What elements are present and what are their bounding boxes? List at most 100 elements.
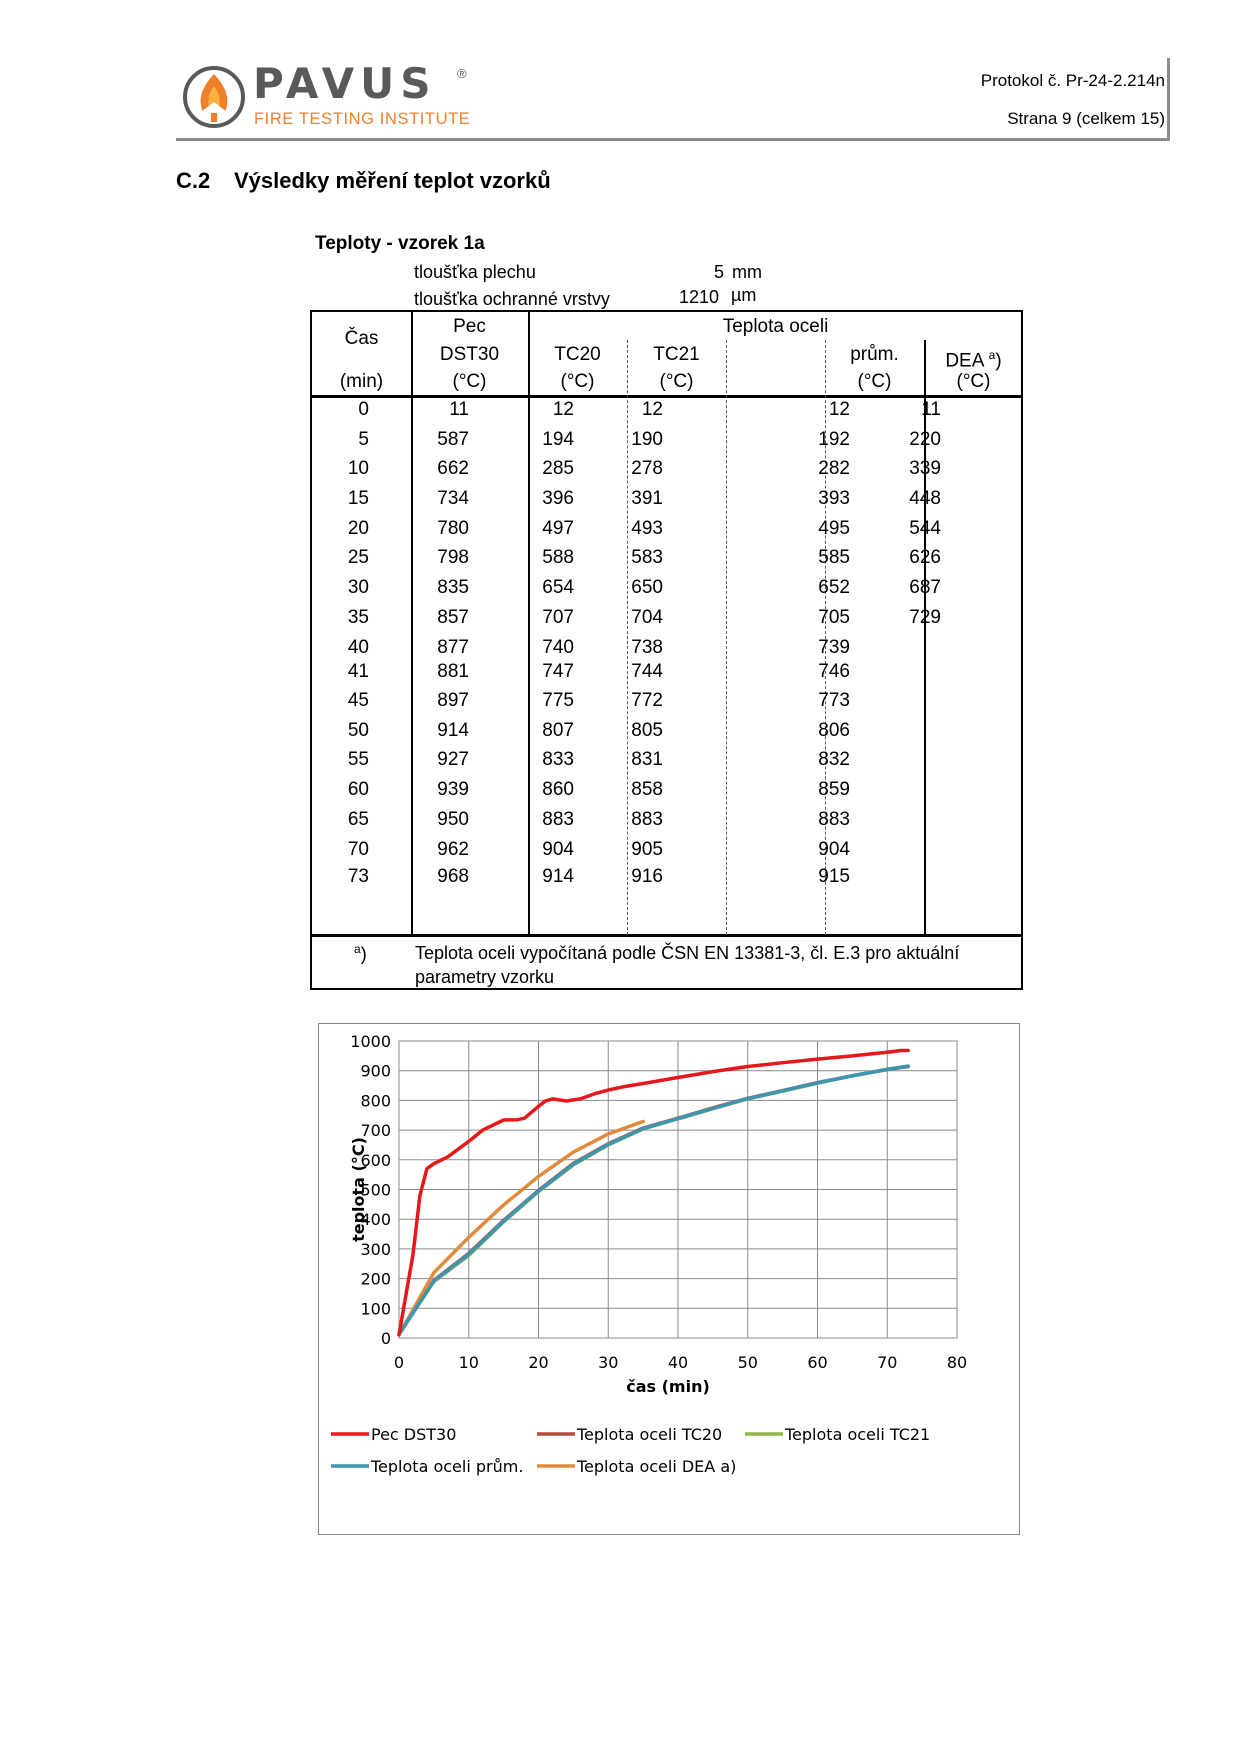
table-cell-dea: 11 [921,399,941,420]
table-cell-tc21: 744 [631,661,663,682]
table-cell-tc20: 807 [542,720,574,741]
table-cell-furnace: 877 [437,637,469,658]
table-cell-furnace: 857 [437,607,469,628]
x-tick-label: 70 [877,1353,897,1372]
table-cell-time: 20 [347,518,369,539]
table-cell-avg: 806 [818,720,850,741]
x-tick-label: 40 [668,1353,688,1372]
header-tc20-unit: (°C) [560,371,595,392]
header-furnace-top: Pec [453,316,486,337]
table-cell-tc20: 707 [542,607,574,628]
col-divider-5 [825,340,826,935]
param-value-thickness: 5 [714,262,725,282]
table-cell-furnace: 897 [437,690,469,711]
table-cell-tc20: 194 [542,429,574,450]
header-dea-label: DEA [945,350,984,372]
table-cell-tc21: 772 [631,690,663,711]
table-cell-avg: 393 [818,488,850,509]
table-cell-tc21: 805 [631,720,663,741]
header-rule [312,395,1021,398]
table-cell-tc21: 905 [631,839,663,860]
table-cell-time: 35 [347,607,369,628]
header-info: Protokol č. Pr-24-2.214n Strana 9 (celke… [981,62,1165,138]
col-divider-6 [924,340,926,935]
header-divider [176,138,1168,141]
y-tick-label: 300 [360,1240,391,1259]
table-cell-tc20: 833 [542,749,574,770]
logo-wordmark: PAVUS [253,59,437,108]
table-cell-avg: 652 [818,577,850,598]
header-dea-unit: (°C) [956,371,991,392]
table-cell-tc20: 883 [542,809,574,830]
table-cell-tc20: 775 [542,690,574,711]
legend-label-1: Teplota oceli TC20 [576,1425,722,1444]
col-divider-3 [627,340,628,935]
x-tick-label: 50 [738,1353,758,1372]
table-cell-tc20: 747 [542,661,574,682]
table-cell-furnace: 587 [437,429,469,450]
table-title: Teploty - vzorek 1a [315,233,485,254]
table-cell-tc20: 904 [542,839,574,860]
temperature-table: Čas (min) Pec DST30 (°C) Teplota oceli T… [310,310,1023,990]
table-cell-time: 50 [347,720,369,741]
legend-label-0: Pec DST30 [371,1425,456,1444]
table-cell-tc21: 12 [641,399,663,420]
protocol-number: Protokol č. Pr-24-2.214n [980,71,1165,90]
header-dea: DEA a) [924,344,1023,372]
table-cell-avg: 705 [818,607,850,628]
table-cell-tc21: 831 [631,749,663,770]
table-cell-tc21: 583 [631,547,663,568]
table-cell-avg: 739 [818,637,850,658]
param-value-coating: 1210 [679,287,720,307]
header-vertical-divider [1167,58,1170,141]
table-cell-furnace: 734 [437,488,469,509]
pavus-logo: PAVUS ® FIRE TESTING INSTITUTE [181,60,481,136]
footnote-rule [312,934,1021,937]
y-tick-label: 700 [360,1121,391,1140]
table-cell-time: 10 [347,458,369,479]
table-cell-tc20: 285 [542,458,574,479]
table-cell-furnace: 798 [437,547,469,568]
table-cell-avg: 883 [818,809,850,830]
table-cell-tc20: 497 [542,518,574,539]
table-cell-avg: 773 [818,690,850,711]
table-cell-tc21: 916 [631,866,663,887]
table-cell-dea: 448 [909,488,941,509]
x-tick-label: 30 [598,1353,618,1372]
table-cell-furnace: 950 [437,809,469,830]
y-tick-label: 1000 [350,1032,391,1051]
table-cell-avg: 495 [818,518,850,539]
table-cell-avg: 12 [828,399,850,420]
table-cell-time: 30 [347,577,369,598]
y-tick-label: 600 [360,1151,391,1170]
param-unit-coating: µm [731,285,757,305]
x-axis-label: čas (min) [626,1377,710,1396]
table-cell-avg: 746 [818,661,850,682]
table-cell-tc20: 396 [542,488,574,509]
series-line-4 [397,1119,645,1337]
footnote-mark: a) [354,936,367,967]
footnote-paren: ) [360,944,367,964]
table-cell-time: 40 [347,637,369,658]
series-line-0 [397,1048,910,1337]
legend-label-4: Teplota oceli DEA a) [576,1457,736,1476]
y-tick-label: 100 [360,1299,391,1318]
col-divider-2 [528,312,530,935]
table-cell-avg: 904 [818,839,850,860]
table-cell-furnace: 835 [437,577,469,598]
table-cell-tc21: 190 [631,429,663,450]
header-time-unit: (min) [339,371,384,392]
table-cell-time: 15 [347,488,369,509]
table-cell-tc21: 704 [631,607,663,628]
legend-label-3: Teplota oceli prům. [370,1457,523,1476]
x-tick-label: 10 [459,1353,479,1372]
table-cell-tc20: 588 [542,547,574,568]
table-cell-dea: 339 [909,458,941,479]
table-cell-dea: 687 [909,577,941,598]
table-cell-tc21: 391 [631,488,663,509]
legend-label-2: Teplota oceli TC21 [784,1425,930,1444]
table-cell-furnace: 11 [449,399,469,420]
table-cell-furnace: 927 [437,749,469,770]
table-cell-time: 65 [347,809,369,830]
table-cell-time: 25 [347,547,369,568]
